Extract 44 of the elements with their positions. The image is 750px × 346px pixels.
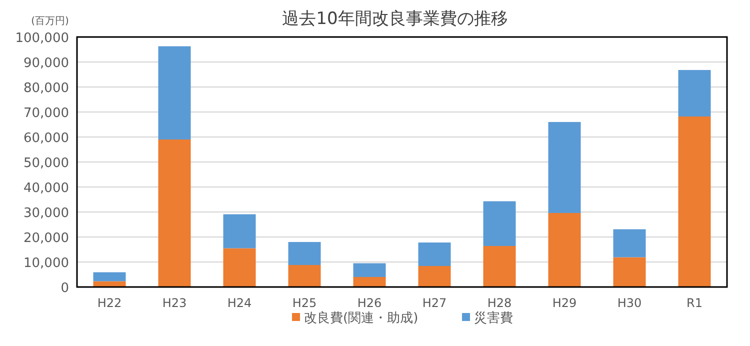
bar xyxy=(483,246,516,287)
y-tick-label: 10,000 xyxy=(24,256,69,271)
bar xyxy=(678,70,711,116)
x-tick-label: R1 xyxy=(686,296,702,310)
y-tick-label: 0 xyxy=(60,281,69,296)
bar xyxy=(288,265,321,287)
y-tick-label: 30,000 xyxy=(24,206,69,221)
x-tick-label: H25 xyxy=(292,296,317,310)
x-tick-label: H26 xyxy=(357,296,382,310)
y-tick-label: 60,000 xyxy=(24,131,69,146)
bar xyxy=(223,248,256,287)
y-tick-label: 80,000 xyxy=(24,81,69,96)
bar xyxy=(158,140,191,287)
bar xyxy=(613,257,646,287)
bar xyxy=(483,201,516,246)
y-tick-label: 20,000 xyxy=(24,231,69,246)
x-tick-label: H23 xyxy=(162,296,187,310)
x-tick-label: H22 xyxy=(97,296,122,310)
x-tick-label: H27 xyxy=(422,296,447,310)
bar xyxy=(613,229,646,258)
bar xyxy=(288,242,321,265)
x-tick-label: H24 xyxy=(227,296,252,310)
bar xyxy=(93,272,126,282)
y-tick-label: 40,000 xyxy=(24,181,69,196)
y-tick-label: 100,000 xyxy=(15,31,69,46)
bar xyxy=(158,46,191,140)
bar xyxy=(418,266,451,287)
y-tick-label: 70,000 xyxy=(24,106,69,121)
bar xyxy=(223,214,256,248)
bar xyxy=(353,263,386,277)
y-tick-label: 90,000 xyxy=(24,56,69,71)
x-tick-label: H28 xyxy=(487,296,512,310)
y-axis-title: (百万円) xyxy=(31,16,69,27)
legend-label: 災害費 xyxy=(474,310,513,326)
bar xyxy=(418,242,451,266)
bar xyxy=(548,213,581,287)
bar xyxy=(548,122,581,213)
bar xyxy=(353,277,386,287)
chart-title: 過去10年間改良事業費の推移 xyxy=(282,9,508,29)
y-tick-label: 50,000 xyxy=(24,156,69,171)
legend-label: 改良費(関連・助成) xyxy=(304,311,418,326)
x-tick-label: H30 xyxy=(617,296,642,310)
bar xyxy=(678,116,711,287)
x-tick-label: H29 xyxy=(552,296,577,310)
